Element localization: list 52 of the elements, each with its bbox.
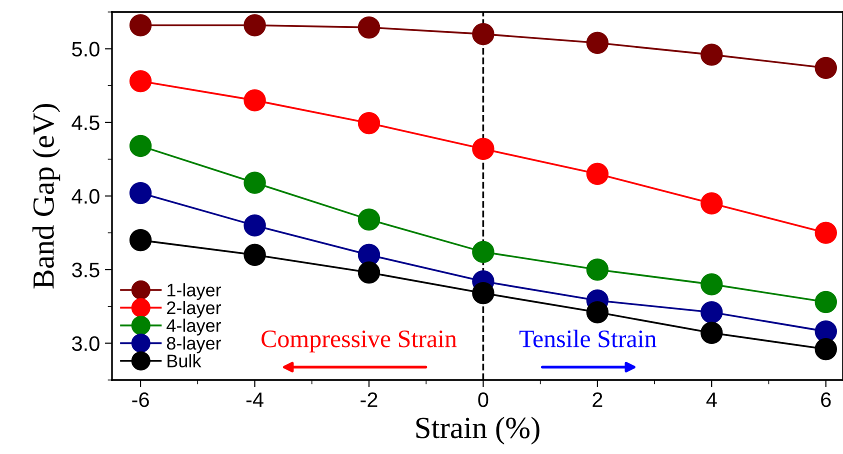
point <box>358 261 380 284</box>
point <box>129 70 152 92</box>
x-tick-label: 6 <box>821 392 831 408</box>
point <box>814 338 837 360</box>
x-axis-title: Strain (%) <box>416 416 540 444</box>
point <box>244 172 266 194</box>
point <box>814 290 837 314</box>
x-tick-label: -2 <box>360 392 378 407</box>
point <box>358 16 380 39</box>
point <box>586 258 609 281</box>
x-tick-label: -6 <box>132 392 149 408</box>
y-axis-title: Band Gap (eV) <box>32 104 60 288</box>
point <box>472 282 494 304</box>
legend-label: 1-layer <box>168 283 222 300</box>
point <box>472 240 494 264</box>
point <box>700 44 723 66</box>
point <box>700 192 723 214</box>
annotation: Compressive Strain <box>262 330 457 352</box>
point <box>472 22 494 46</box>
point <box>700 301 723 324</box>
x-tick-label: -4 <box>246 392 264 407</box>
point <box>244 89 266 112</box>
legend-label: Bulk <box>168 354 202 368</box>
point <box>129 134 152 158</box>
legend-label: 4-layer <box>166 318 222 336</box>
legend-label: 2-layer <box>167 300 222 318</box>
y-tick-label: 4.0 <box>72 189 100 204</box>
point <box>129 182 152 204</box>
point <box>814 56 837 80</box>
point <box>244 14 266 36</box>
point <box>244 244 266 266</box>
point <box>700 322 723 344</box>
point <box>129 229 152 252</box>
point <box>358 112 380 134</box>
point <box>586 32 609 54</box>
y-tick-label: 4.5 <box>72 116 100 130</box>
point <box>586 162 609 186</box>
point <box>358 208 380 231</box>
point <box>472 138 494 160</box>
x-tick-label: 4 <box>706 392 717 407</box>
point <box>814 222 837 244</box>
point <box>129 14 152 36</box>
y-tick-label: 3.0 <box>72 336 100 351</box>
point <box>244 214 266 237</box>
y-tick-label: 3.5 <box>72 262 100 278</box>
annotation: Tensile Strain <box>519 330 656 348</box>
point <box>700 273 723 296</box>
y-tick-label: 5.0 <box>72 42 100 57</box>
point <box>586 301 609 324</box>
x-tick-label: 2 <box>592 392 602 407</box>
x-tick-label: 0 <box>478 392 488 408</box>
legend-label: 8-layer <box>166 336 222 354</box>
